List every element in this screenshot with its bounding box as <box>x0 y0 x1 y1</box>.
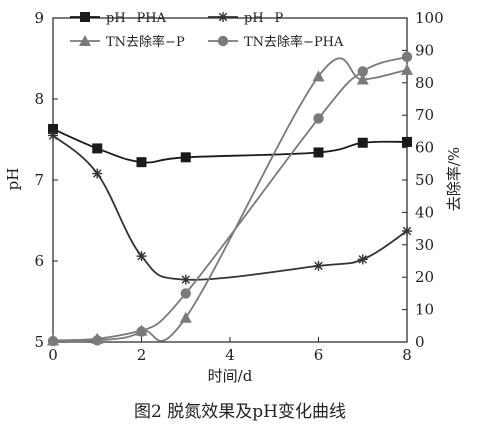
star-stroke <box>48 131 58 140</box>
left-tick-label: 8 <box>34 90 44 108</box>
series-3-point <box>179 311 192 323</box>
series-2-point <box>180 274 191 285</box>
series-4-line <box>52 56 408 343</box>
right-tick-label: 70 <box>415 106 434 124</box>
series-4-point <box>136 326 147 337</box>
legend-item: pH−PHA <box>70 11 167 26</box>
legend-swatch-marker <box>217 35 229 47</box>
series-2-line <box>52 134 408 281</box>
series-2-point <box>136 251 147 262</box>
x-axis-title: 时间/d <box>208 367 253 385</box>
left-axis-title: pH <box>4 168 22 191</box>
right-tick-label: 50 <box>415 171 434 189</box>
right-tick-label: 30 <box>415 236 434 254</box>
series-3-point <box>312 70 325 82</box>
series-2-point <box>48 130 58 141</box>
legend-swatch-marker <box>80 12 90 22</box>
right-tick-label: 10 <box>415 301 434 319</box>
left-tick-label: 9 <box>34 9 44 27</box>
legend: pH−PHA pH−P TN去除率−P TN去除率−PHA <box>70 11 344 50</box>
series-2-point <box>92 168 103 179</box>
right-tick-label: 100 <box>415 9 444 27</box>
plot-border <box>52 17 408 343</box>
legend-item: pH−P <box>208 11 284 26</box>
series-1-point <box>357 137 368 148</box>
legend-label: pH−PHA <box>106 11 167 26</box>
series-3-point <box>401 63 413 75</box>
series-1-point <box>313 147 324 158</box>
star-stroke <box>181 275 190 284</box>
series-1-point <box>402 136 412 147</box>
left-tick-label: 6 <box>34 252 44 270</box>
series-layer <box>47 51 413 347</box>
star-stroke <box>358 255 367 264</box>
series-4-point <box>47 335 59 347</box>
x-tick-label: 0 <box>48 346 58 364</box>
right-axis-title: 去除率/% <box>445 147 463 211</box>
series-3-line <box>52 57 408 342</box>
figure-caption: 图2 脱氮效果及pH变化曲线 <box>134 402 346 422</box>
right-tick-label: 90 <box>415 41 434 59</box>
series-4-point <box>180 288 191 299</box>
series-1-line <box>52 128 408 164</box>
left-tick-label: 7 <box>34 171 44 189</box>
legend-label: pH−P <box>244 11 284 26</box>
star-stroke <box>218 12 228 22</box>
series-1-point <box>136 157 147 168</box>
right-tick-label: 20 <box>415 268 434 286</box>
series-2 <box>48 130 412 285</box>
series-2-point <box>357 254 368 265</box>
x-tick-label: 6 <box>314 346 324 364</box>
star-stroke <box>93 169 102 178</box>
legend-label: TN去除率−PHA <box>244 34 344 50</box>
series-1-point <box>92 143 103 154</box>
series-4-point <box>313 113 324 124</box>
x-tick-label: 4 <box>225 346 235 364</box>
right-tick-label: 80 <box>415 74 434 92</box>
series-1-point <box>48 123 58 134</box>
series-4 <box>47 51 413 347</box>
plot-frame <box>52 17 408 343</box>
right-tick-label: 0 <box>415 333 425 351</box>
series-1 <box>48 123 412 168</box>
series-3 <box>47 57 413 346</box>
star-stroke <box>137 251 146 261</box>
legend-swatch-marker <box>79 35 91 46</box>
legend-swatch-marker <box>218 12 228 22</box>
series-2-point <box>402 226 412 237</box>
series-4-point <box>401 51 413 63</box>
right-tick-label: 60 <box>415 139 434 157</box>
left-tick-label: 5 <box>34 333 44 351</box>
series-4-point <box>357 66 368 77</box>
series-1-point <box>180 152 191 163</box>
star-stroke <box>314 261 323 271</box>
x-tick-label: 2 <box>137 346 147 364</box>
series-2-point <box>313 260 324 271</box>
legend-label: TN去除率−P <box>106 34 185 50</box>
series-3-point <box>356 73 369 85</box>
star-stroke <box>402 226 412 236</box>
series-4-point <box>92 335 103 346</box>
right-tick-label: 40 <box>415 203 434 221</box>
legend-item: TN去除率−PHA <box>208 34 344 50</box>
legend-item: TN去除率−P <box>70 34 185 50</box>
x-tick-label: 8 <box>402 346 412 364</box>
